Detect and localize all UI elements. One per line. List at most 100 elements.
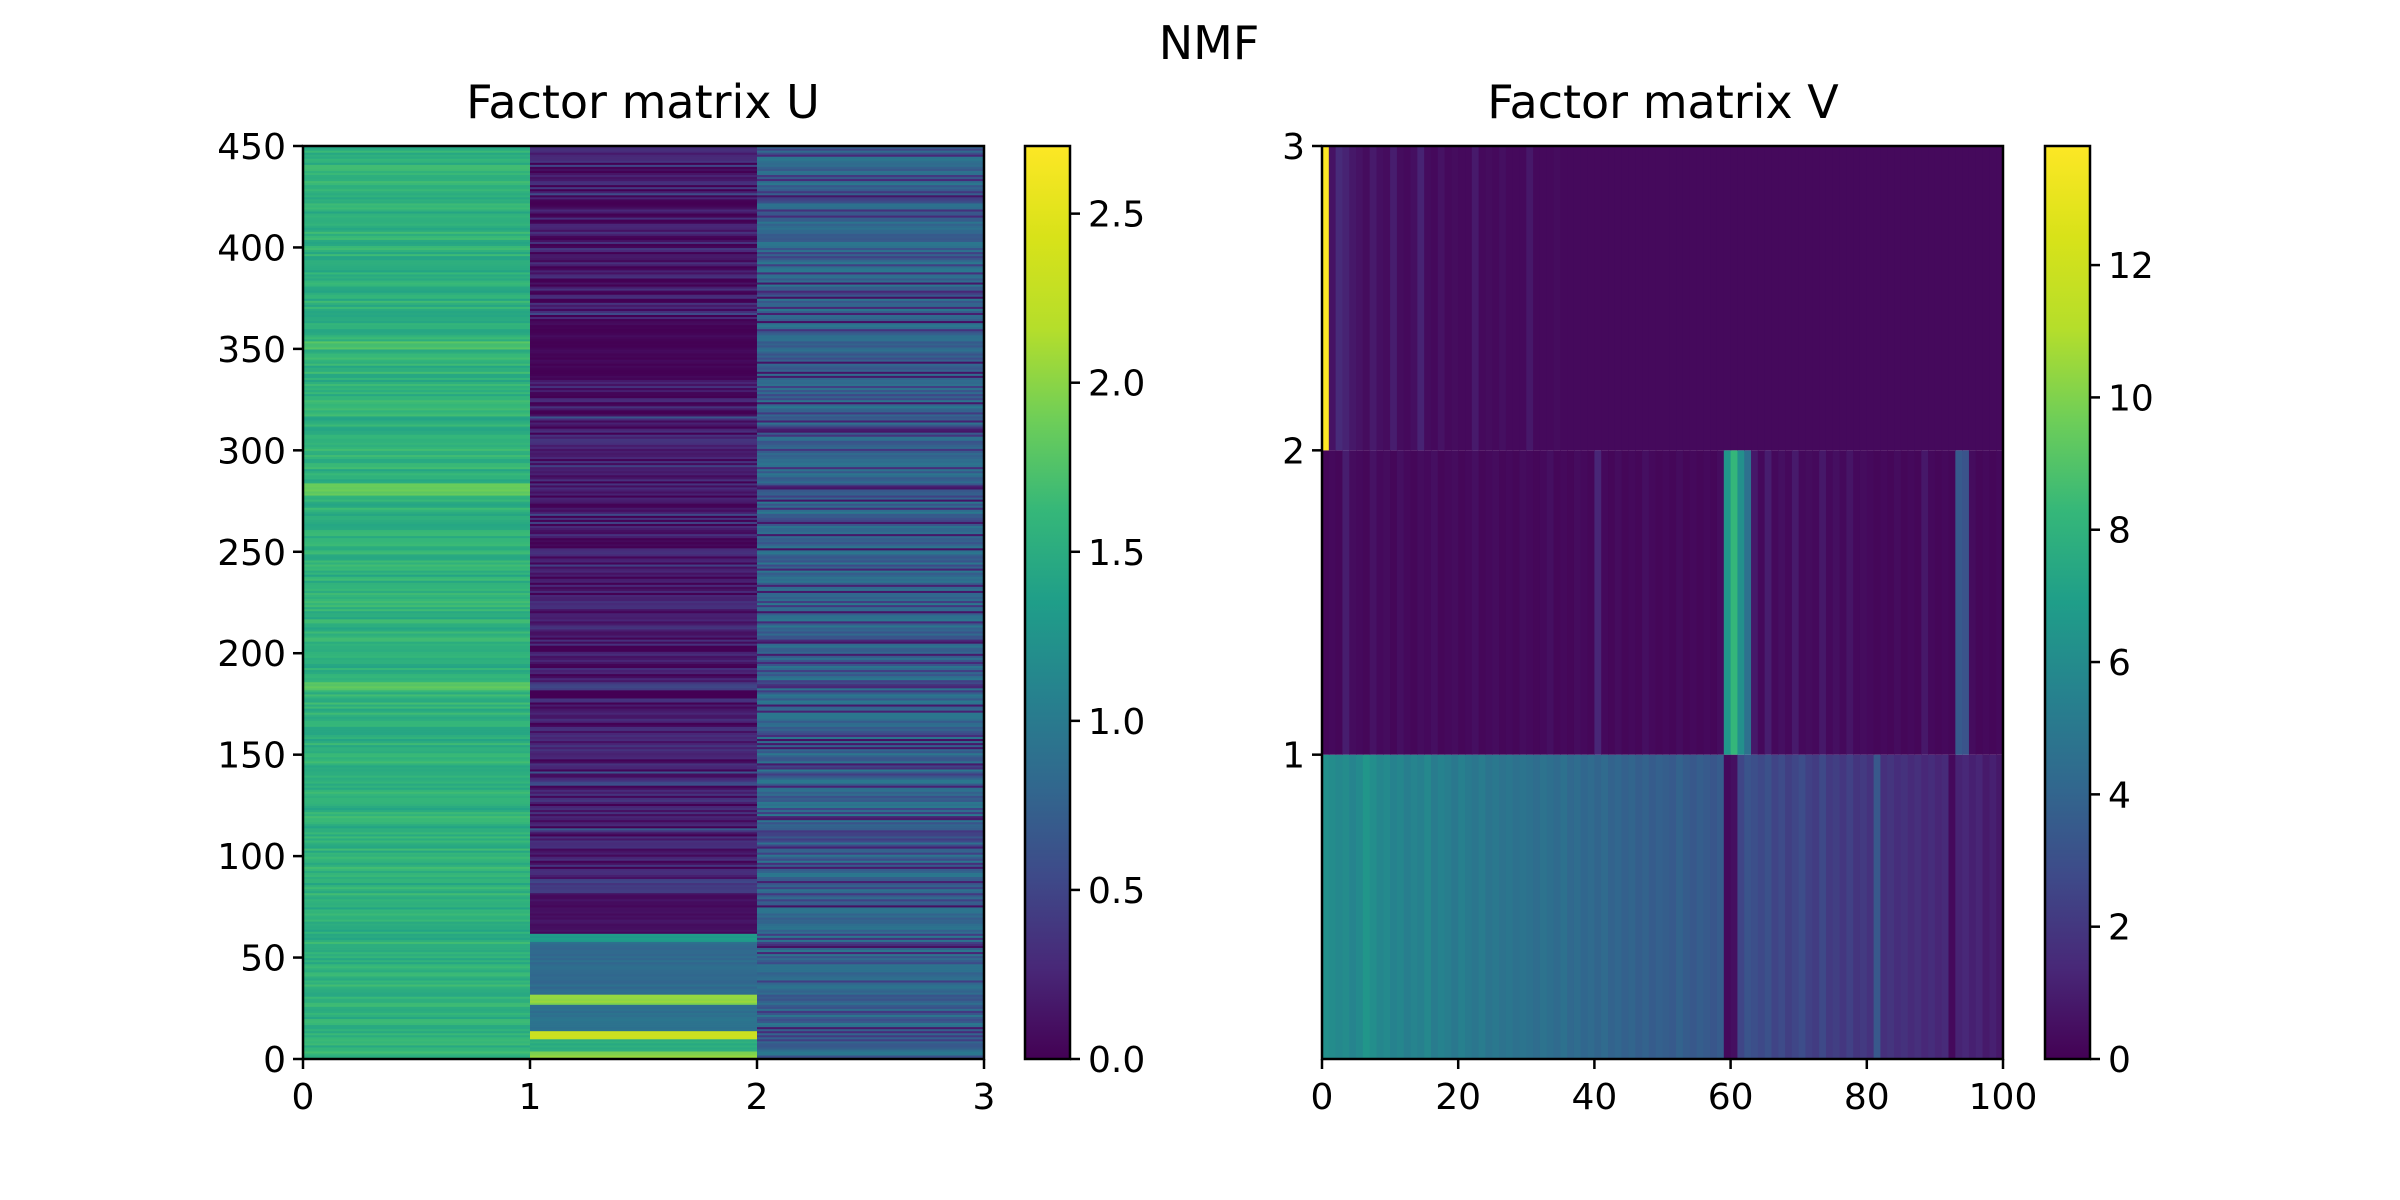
u-cell xyxy=(757,359,984,362)
u-cell xyxy=(530,490,757,494)
u-cell xyxy=(303,673,530,677)
u-cell xyxy=(757,919,984,922)
u-cell xyxy=(303,600,530,604)
v-cell xyxy=(1560,146,1568,451)
u-cell xyxy=(757,158,984,161)
u-cell xyxy=(530,811,757,815)
u-cell xyxy=(303,464,530,468)
u-cell xyxy=(303,217,530,220)
v-cell xyxy=(1587,754,1595,1059)
u-cell xyxy=(757,150,984,153)
v-cell xyxy=(1505,146,1514,451)
u-cell xyxy=(530,876,757,880)
v-cell xyxy=(1689,146,1698,451)
u-cell xyxy=(757,1018,984,1022)
u-cell xyxy=(530,557,757,561)
u-cell xyxy=(757,580,984,583)
u-cell xyxy=(757,241,984,244)
v-cell xyxy=(1955,450,1963,755)
u-cell xyxy=(303,724,530,727)
u-cell xyxy=(757,178,984,182)
v-cell xyxy=(1866,146,1875,451)
u-cell xyxy=(530,275,757,279)
v-cell xyxy=(1444,146,1452,451)
v-cell xyxy=(1989,146,1997,451)
u-cell xyxy=(303,314,530,318)
u-cell xyxy=(303,332,530,336)
u-cell xyxy=(530,847,757,851)
v-cell xyxy=(1975,146,1984,451)
v-cell xyxy=(1608,754,1616,1059)
u-cell xyxy=(303,539,530,543)
u-cell xyxy=(530,781,757,784)
u-cell xyxy=(530,507,757,510)
u-cell xyxy=(303,740,530,744)
u-cell xyxy=(757,967,984,971)
u-cell xyxy=(757,308,984,311)
u-cell xyxy=(303,377,530,380)
u-cell xyxy=(757,539,984,543)
u-cell xyxy=(757,448,984,451)
u-cell xyxy=(530,868,757,871)
u-cell xyxy=(303,766,530,770)
v-cell xyxy=(1914,450,1922,755)
panel-u-x-tick-label: 0 xyxy=(292,1077,315,1118)
panel-v-colorbar-tick-label: 4 xyxy=(2108,775,2131,816)
u-cell xyxy=(757,419,984,423)
u-cell xyxy=(530,454,757,458)
u-cell xyxy=(303,1022,530,1026)
u-cell xyxy=(757,1038,984,1042)
u-cell xyxy=(530,174,757,178)
u-cell xyxy=(303,553,530,557)
u-cell xyxy=(530,233,757,236)
u-cell xyxy=(530,212,757,216)
u-cell xyxy=(530,365,757,368)
u-cell xyxy=(303,507,530,510)
u-cell xyxy=(303,456,530,460)
u-cell xyxy=(757,1050,984,1054)
u-cell xyxy=(303,837,530,841)
u-cell xyxy=(757,503,984,506)
u-cell xyxy=(303,614,530,618)
u-cell xyxy=(530,1022,757,1026)
u-cell xyxy=(530,636,757,640)
u-cell xyxy=(303,444,530,447)
u-cell xyxy=(303,588,530,591)
u-cell xyxy=(530,1018,757,1022)
v-cell xyxy=(1655,146,1664,451)
u-cell xyxy=(530,971,757,975)
u-cell xyxy=(530,580,757,583)
u-cell xyxy=(757,923,984,926)
u-cell xyxy=(530,381,757,384)
u-cell xyxy=(757,720,984,723)
u-cell xyxy=(303,941,530,944)
v-cell xyxy=(1778,146,1786,451)
u-cell xyxy=(757,943,984,946)
u-cell xyxy=(303,478,530,482)
v-cell xyxy=(1410,754,1418,1059)
u-cell xyxy=(530,304,757,307)
u-cell xyxy=(757,194,984,198)
v-cell xyxy=(1601,146,1609,451)
panel-u-x-tick-label: 1 xyxy=(519,1077,542,1118)
u-cell xyxy=(303,886,530,890)
v-cell xyxy=(1349,450,1357,755)
u-cell xyxy=(303,523,530,527)
v-cell xyxy=(1866,450,1875,755)
panel-u-colorbar-tick-label: 1.0 xyxy=(1088,702,1145,743)
v-cell xyxy=(1873,146,1882,451)
u-cell xyxy=(303,188,530,192)
u-cell xyxy=(530,714,757,717)
u-cell xyxy=(530,886,757,890)
u-cell xyxy=(530,584,757,587)
v-cell xyxy=(1519,146,1527,451)
u-cell xyxy=(303,774,530,778)
u-cell xyxy=(530,645,757,648)
u-cell xyxy=(303,316,530,320)
u-cell xyxy=(303,472,530,476)
panel-u-title: Factor matrix U xyxy=(466,75,820,129)
v-cell xyxy=(1853,754,1861,1059)
panel-v-heatmap xyxy=(1322,146,2004,1059)
v-cell xyxy=(1390,450,1398,755)
v-cell xyxy=(1975,754,1984,1059)
